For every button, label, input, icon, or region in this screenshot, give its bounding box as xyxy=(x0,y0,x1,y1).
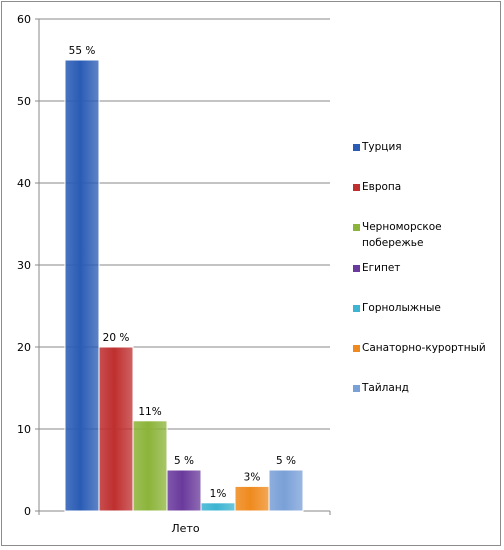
legend-label: Горнолыжные xyxy=(362,302,441,314)
data-label-6: 3% xyxy=(244,471,261,483)
data-label-7: 5 % xyxy=(276,455,296,467)
bar-4 xyxy=(166,469,202,512)
legend-swatch-7 xyxy=(353,385,360,392)
legend-swatch-3 xyxy=(353,224,360,231)
legend-item-4: Египет xyxy=(362,262,401,274)
y-tick-label: 20 xyxy=(17,341,31,354)
data-label-1: 55 % xyxy=(69,45,96,57)
y-tick-label: 50 xyxy=(17,95,31,108)
y-tick-label: 10 xyxy=(17,423,31,436)
legend-label: Тайланд xyxy=(362,382,409,394)
legend: Турция Европа Черноморское побережье Египет… xyxy=(353,141,486,394)
legend-label: Черноморское побережье xyxy=(362,221,442,249)
y-tick-label: 60 xyxy=(17,13,31,26)
bar-3 xyxy=(132,420,168,512)
legend-swatch-1 xyxy=(353,144,360,151)
y-tick-label: 0 xyxy=(24,505,31,518)
data-label-5: 1% xyxy=(210,488,227,500)
legend-item-2: Европа xyxy=(362,181,402,193)
data-labels: 55 % 20 % 11% 5 % 1% 3% 5 % xyxy=(69,45,296,500)
legend-item-1: Турция xyxy=(362,141,402,153)
legend-label: Турция xyxy=(362,141,402,153)
y-tick-label: 30 xyxy=(17,259,31,272)
legend-item-7: Тайланд xyxy=(362,382,409,394)
y-tick-label: 40 xyxy=(17,177,31,190)
bar-1 xyxy=(64,59,100,512)
legend-label: Египет xyxy=(362,262,401,274)
data-label-4: 5 % xyxy=(174,455,194,467)
legend-label: Европа xyxy=(362,181,402,193)
legend-label: Санаторно-курортный xyxy=(362,342,486,354)
legend-item-6: Санаторно-курортный xyxy=(362,342,486,354)
bar-6 xyxy=(234,485,270,512)
legend-swatch-2 xyxy=(353,184,360,191)
legend-item-3: Черноморское побережье xyxy=(362,221,442,249)
bar-7 xyxy=(268,469,304,512)
legend-item-5: Горнолыжные xyxy=(362,302,441,314)
legend-swatch-6 xyxy=(353,345,360,352)
data-label-2: 20 % xyxy=(103,332,130,344)
data-label-3: 11% xyxy=(138,406,161,418)
bar-2 xyxy=(98,346,134,512)
legend-swatch-4 xyxy=(353,265,360,272)
legend-swatch-5 xyxy=(353,305,360,312)
bar-5 xyxy=(200,502,236,512)
bars xyxy=(64,59,304,512)
x-category-label: Лето xyxy=(171,522,199,535)
